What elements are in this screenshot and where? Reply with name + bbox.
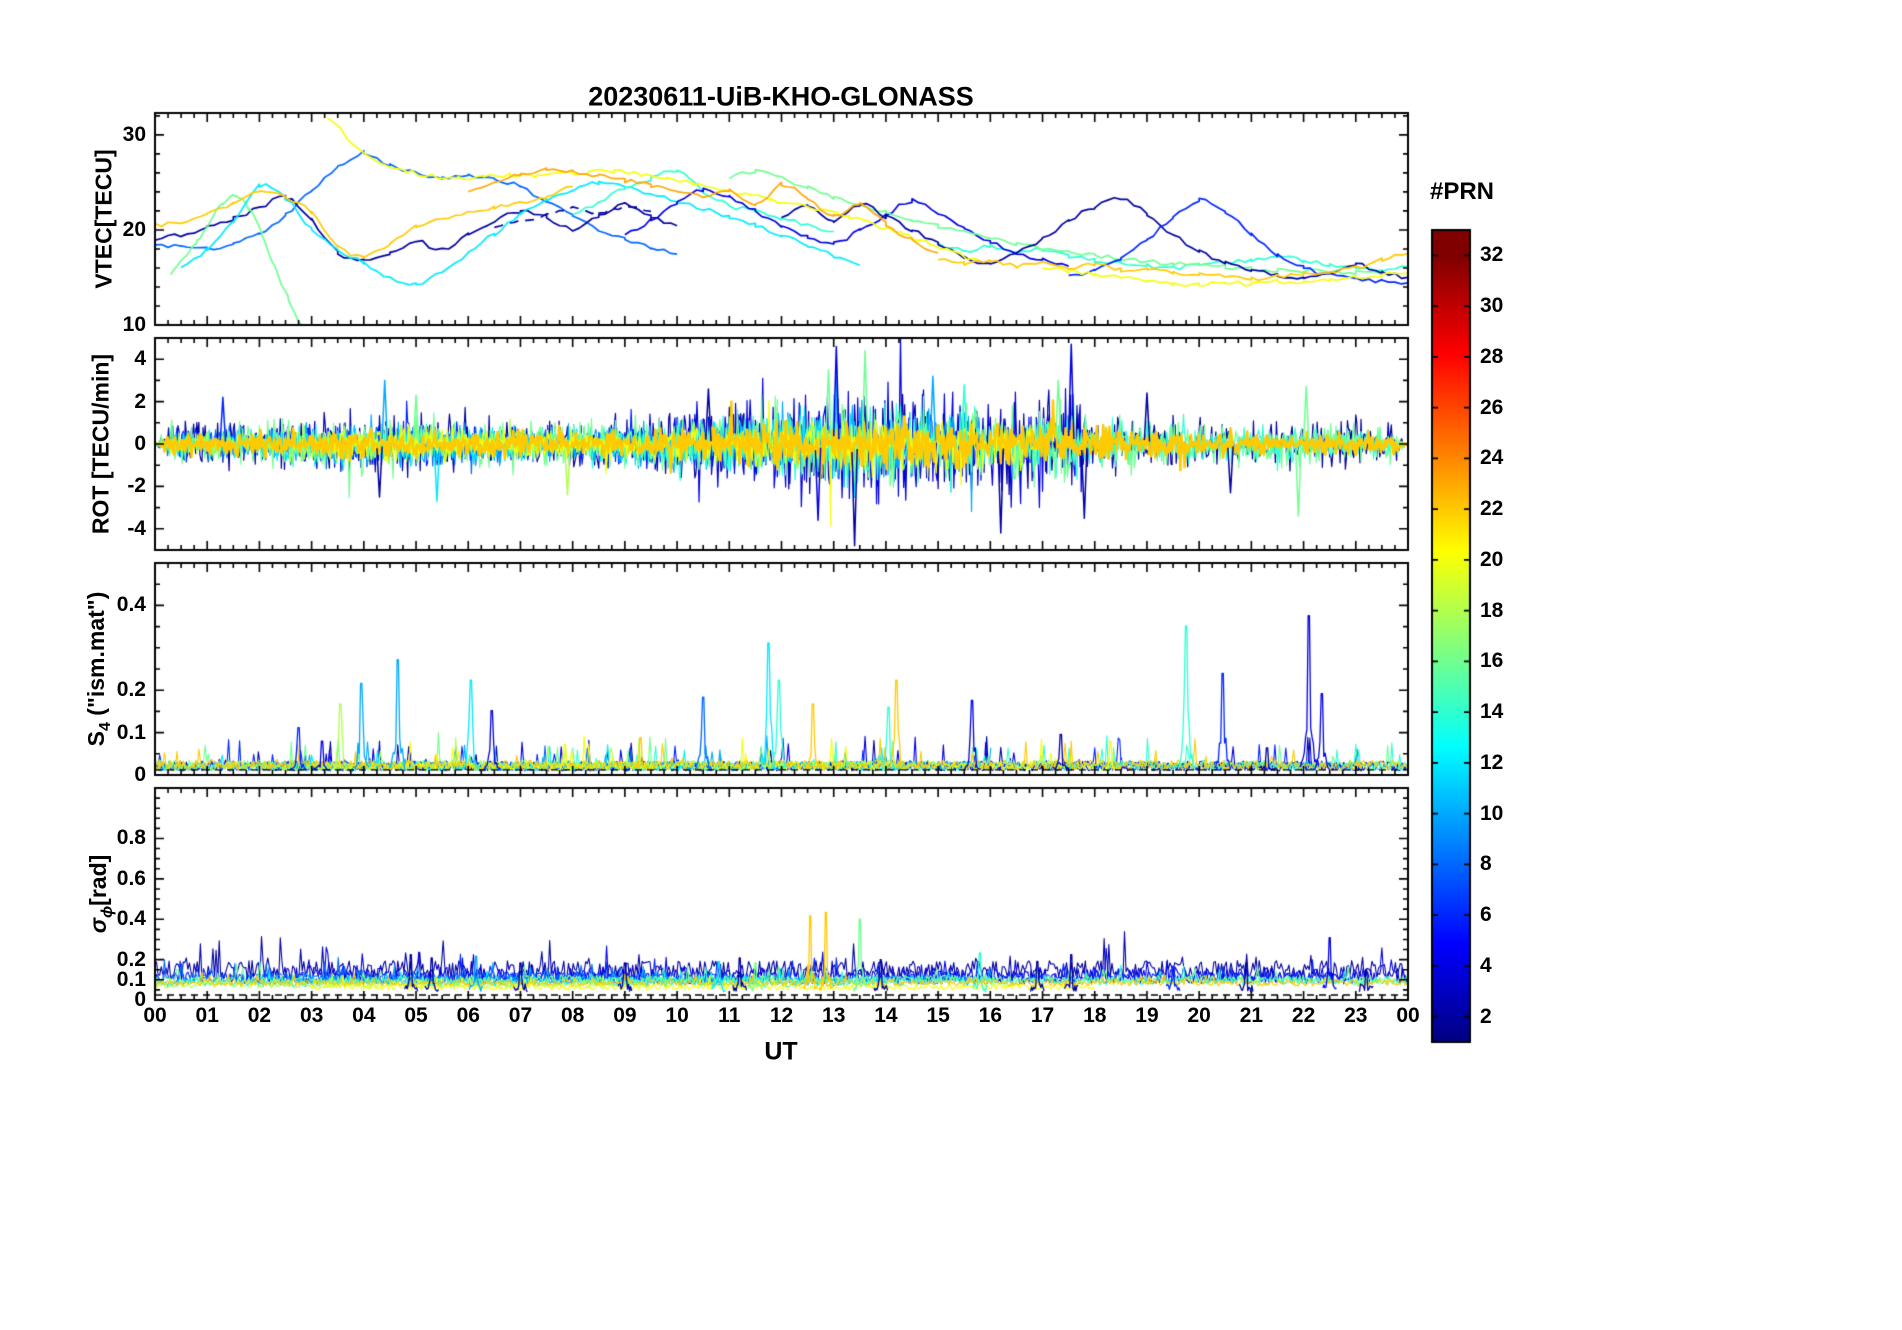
s4-label-post: ("ism.mat") xyxy=(83,591,110,723)
y-axis-label-s4: S4 ("ism.mat") xyxy=(83,592,115,747)
x-axis-label: UT xyxy=(764,1037,798,1066)
y-axis-label-sigma-phi: σϕ[rad] xyxy=(85,855,117,934)
y-axis-label-rot: ROT [TECU/min] xyxy=(87,353,114,535)
figure-title: 20230611-UiB-KHO-GLONASS xyxy=(588,81,974,112)
colorbar-title: #PRN xyxy=(1429,178,1495,205)
y-axis-label-vtec: VTEC[TECU] xyxy=(90,149,117,289)
sigma-label-pre: σ xyxy=(85,918,112,934)
sigma-label-post: [rad] xyxy=(85,854,112,906)
s4-label-pre: S xyxy=(83,731,110,747)
s4-label-sub: 4 xyxy=(95,722,114,732)
sigma-label-sub: ϕ xyxy=(97,905,116,919)
